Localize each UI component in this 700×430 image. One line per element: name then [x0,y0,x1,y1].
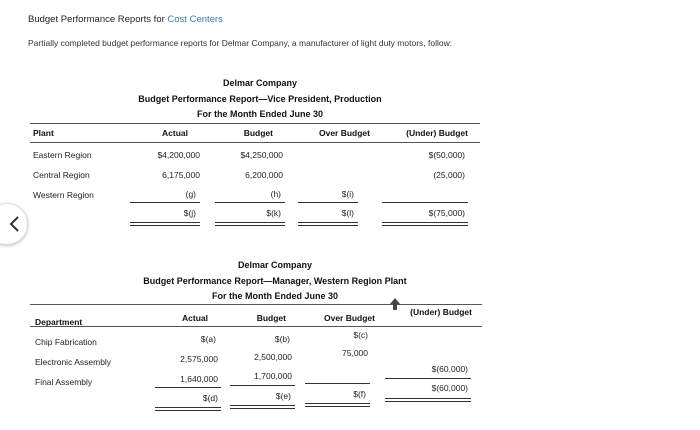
report1-total-budget: $(k) [266,208,281,218]
report1-cell-budget: 6,200,000 [245,170,283,180]
report2-header-rule [30,326,482,327]
report1-cell-budget: $4,250,000 [240,150,283,160]
report2-total-actual: $(d) [202,393,218,403]
report1-total-line [382,222,468,223]
report2-col-budget: Budget [256,313,286,323]
report1-total-line [382,225,468,226]
report2-company: Delmar Company [237,260,313,270]
report2-total-line [230,408,295,409]
report1-total-line [215,225,285,226]
report1-col-actual: Actual [162,128,188,138]
report2-total-line [385,401,471,402]
report1-sum-line [130,202,200,203]
report2-cell-over: 75,000 [342,348,368,358]
report1-total-line [215,222,285,223]
report1-cell-budget: (h) [270,189,281,199]
report2-sum-line [305,383,370,384]
report1-total-under: $(75,000) [428,208,465,218]
report2-col-under: (Under) Budget [410,307,472,317]
report2-row-label: Chip Fabrication [35,337,97,347]
report1-total-line [298,222,358,223]
report1-col-over: Over Budget [318,128,370,138]
report1-total-line [298,225,358,226]
report2-total-line [305,406,370,407]
report1-sum-line [382,202,468,203]
report2-col-department: Department [35,317,83,327]
report1-header-rule [30,142,480,143]
report1-total-line [130,222,200,223]
page-heading: Budget Performance Reports for Cost Cent… [28,14,223,25]
report2-sum-line [155,387,221,388]
report1-cell-actual: 6,175,000 [162,170,200,180]
report1-row-label: Eastern Region [33,150,92,160]
report2-sum-line [230,385,295,386]
report2-cell-actual: 1,640,000 [180,374,218,384]
report1-cell-under: $(50,000) [428,150,465,160]
report2-total-line [385,398,471,399]
report1-total-over: $(l) [341,208,354,218]
mouse-cursor-icon [390,298,400,310]
report2-total-line [155,407,221,408]
report1-company: Delmar Company [222,78,298,88]
report2-title: Budget Performance Report—Manager, Weste… [143,276,407,286]
report2-col-over: Over Budget [323,313,375,323]
intro-text: Partially completed budget performance r… [28,38,453,48]
report2-row-label: Final Assembly [35,377,93,387]
report1-cell-actual: $4,200,000 [157,150,200,160]
report1-cell-over: $(i) [341,189,354,199]
report1-cell-under: (25,000) [433,170,465,180]
report1-period: For the Month Ended June 30 [196,109,323,119]
report2-cell-actual: 2,575,000 [180,354,218,364]
report1-total-line [130,225,200,226]
report2-total-under: $(60,000) [431,383,468,393]
page-heading-prefix: Budget Performance Reports for [28,14,168,25]
previous-button[interactable] [0,203,28,245]
report2-cell-budget: 2,500,000 [254,352,292,362]
report1-col-under: (Under) Budget [406,128,468,138]
report1-col-budget: Budget [243,128,273,138]
page-heading-accent: Cost Centers [167,14,223,25]
report1-col-plant: Plant [33,128,54,138]
report2-cell-under: $(60,000) [431,364,468,374]
report1-top-rule [30,123,480,124]
report2-sum-line [385,378,471,379]
report2-total-over: $(f) [353,389,366,399]
report2-cell-actual: $(a) [200,334,216,344]
report1-title: Budget Performance Report—Vice President… [138,94,382,104]
report2-total-budget: $(e) [275,391,291,401]
report2-cell-budget: $(b) [274,334,290,344]
report2-top-rule [30,304,482,305]
report1-sum-line [215,202,285,203]
report2-period: For the Month Ended June 30 [211,291,338,301]
report2-total-line [230,405,295,406]
report2-col-actual: Actual [182,313,208,323]
chevron-left-icon [9,216,19,232]
report1-total-actual: $(j) [183,208,196,218]
report2-row-label: Electronic Assembly [35,357,112,367]
report1-cell-actual: (g) [185,189,196,199]
report2-cell-over: $(c) [353,330,368,340]
report2-cell-budget: 1,700,000 [254,371,292,381]
report2-total-line [305,403,370,404]
report2-total-line [155,410,221,411]
report1-row-label: Central Region [33,170,90,180]
report1-sum-line [298,202,358,203]
report1-row-label: Western Region [33,190,94,200]
